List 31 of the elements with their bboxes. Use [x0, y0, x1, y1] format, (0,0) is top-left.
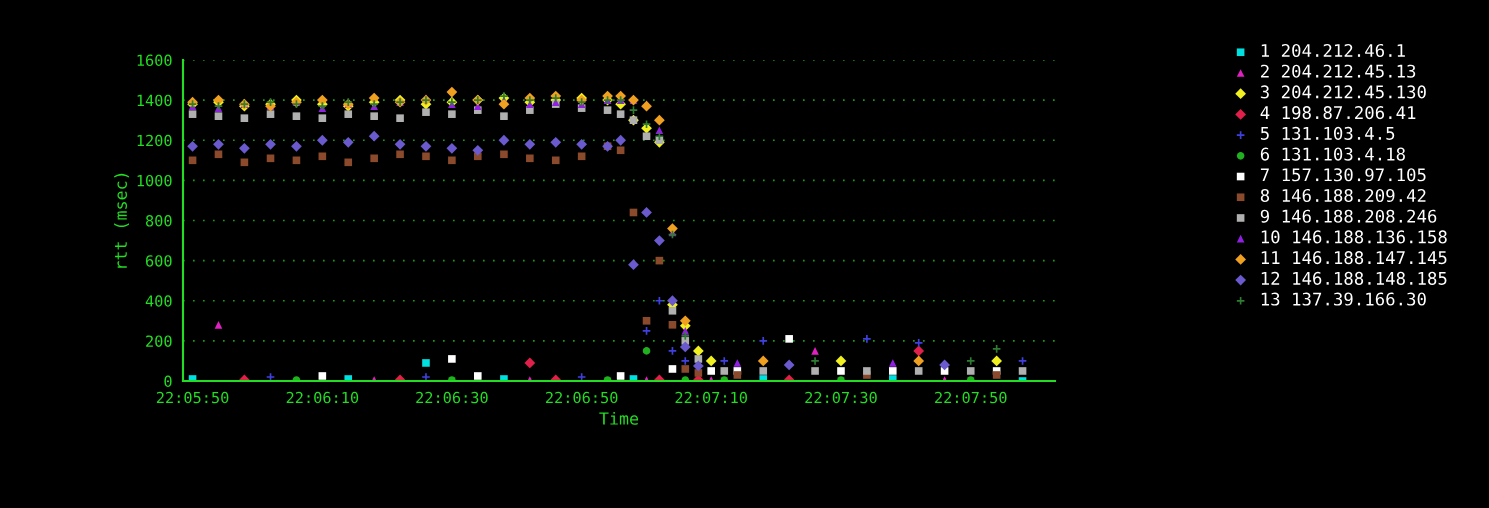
legend-label: 13 137.39.166.30 — [1261, 292, 1426, 306]
y-tick-label: 400 — [145, 295, 172, 307]
x-tick-label: 22:06:30 — [416, 391, 488, 404]
x-tick-label: 22:05:50 — [156, 391, 229, 404]
y-tick-label: 600 — [145, 255, 172, 267]
legend-label: 6 131.103.4.18 — [1260, 147, 1405, 161]
y-tick-label: 1000 — [137, 174, 172, 187]
y-tick-label: 1200 — [137, 134, 172, 147]
x-tick-label: 22:06:50 — [546, 391, 618, 404]
y-tick-label: 1400 — [137, 94, 172, 107]
legend-label: 3 204.212.45.130 — [1260, 85, 1426, 99]
legend-label: 2 204.212.45.13 — [1261, 64, 1416, 78]
x-tick-label: 22:07:10 — [675, 391, 747, 404]
y-tick-label: 800 — [145, 215, 172, 227]
legend-label: 10 146.188.136.158 — [1261, 230, 1447, 244]
legend-label: 5 131.103.4.5 — [1260, 126, 1395, 140]
x-tick-label: 22:07:30 — [805, 391, 877, 404]
legend-label: 1 204.212.46.1 — [1261, 43, 1405, 58]
x-tick-label: 22:06:10 — [286, 391, 359, 404]
y-tick-label: 200 — [146, 335, 172, 347]
legend-label: 9 146.188.208.246 — [1260, 209, 1437, 223]
legend-label: 4 198.87.206.41 — [1260, 106, 1416, 120]
legend-label: 7 157.130.97.105 — [1260, 168, 1426, 182]
y-tick-label: 0 — [164, 375, 172, 388]
legend-label: 11 146.188.147.145 — [1261, 251, 1447, 265]
legend-label: 12 146.188.148.185 — [1261, 271, 1447, 285]
x-tick-label: 22:07:50 — [935, 391, 1007, 404]
y-tick-label: 1600 — [137, 54, 172, 67]
y-axis-title: rtt (msec) — [114, 173, 129, 268]
legend-label: 8 146.188.209.42 — [1260, 188, 1426, 203]
x-axis-title: Time — [599, 411, 639, 425]
